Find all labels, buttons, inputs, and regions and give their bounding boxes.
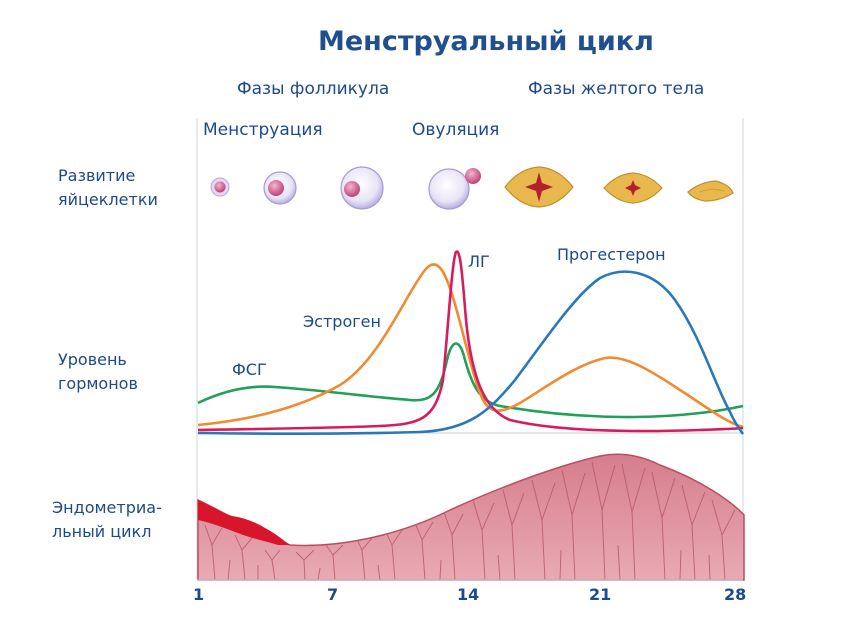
corpus-luteum-2 (603, 172, 663, 204)
luteal-phase-label: Фазы желтого тела (528, 79, 705, 99)
egg-development-label: Развитие яйцеклетки (58, 164, 158, 212)
hormone-level-label: Уровень гормонов (58, 348, 138, 396)
progesterone-label: Прогестерон (557, 245, 666, 264)
hormone-level-label-line1: Уровень (58, 350, 127, 369)
fsh-label: ФСГ (232, 360, 267, 379)
hormone-level-label-line2: гормонов (58, 374, 138, 393)
endometrium (197, 453, 745, 581)
lh-label: ЛГ (468, 252, 490, 271)
progesterone-curve (197, 270, 745, 435)
endometrial-cycle-label-line1: Эндометриа- (52, 498, 162, 517)
ovulation-label: Овуляция (412, 120, 500, 140)
menstrual-bleeding (198, 500, 290, 545)
x-tick-day-14: 14 (457, 585, 480, 604)
follicle-stage-1 (210, 177, 230, 197)
corpus-luteum-1 (504, 166, 574, 208)
estrogen-curve (197, 263, 744, 429)
egg-development-row (210, 166, 734, 210)
estrogen-label: Эстроген (303, 312, 381, 331)
egg-development-label-line1: Развитие (58, 166, 136, 185)
chart-title: Менструальный цикл (318, 26, 654, 57)
fsh-curve (197, 342, 744, 419)
ovulating-follicle (428, 168, 481, 210)
x-tick-day-1: 1 (193, 585, 205, 604)
egg-development-label-line2: яйцеклетки (58, 190, 158, 209)
corpus-albicans (687, 180, 734, 202)
follicle-stage-3 (340, 166, 384, 210)
hormone-curves (197, 250, 745, 435)
menstruation-label: Менструация (203, 120, 323, 140)
x-tick-day-28: 28 (724, 585, 747, 604)
lh-curve (197, 250, 744, 433)
follicle-stage-2 (263, 171, 297, 205)
x-tick-day-21: 21 (589, 585, 612, 604)
endometrial-cycle-label: Эндометриа- льный цикл (52, 496, 162, 544)
endometrial-cycle-label-line2: льный цикл (52, 522, 152, 541)
x-tick-day-7: 7 (327, 585, 339, 604)
follicular-phase-label: Фазы фолликула (237, 79, 390, 99)
